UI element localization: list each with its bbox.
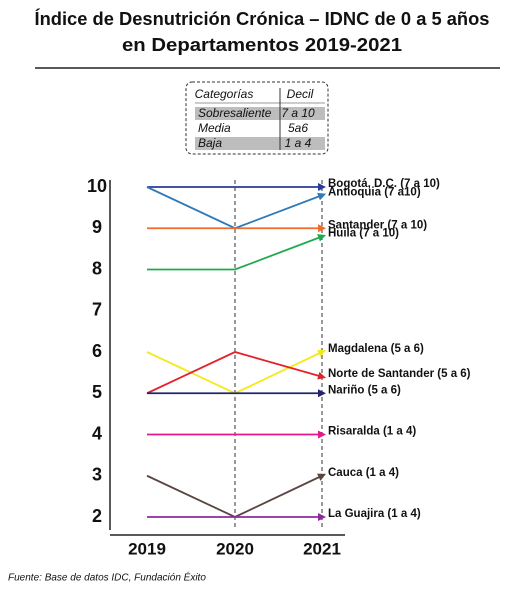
series-label: La Guajira (1 a 4)	[328, 508, 421, 520]
series-label: Nariño (5 a 6)	[328, 384, 401, 396]
arrowhead	[317, 371, 326, 380]
arrowhead	[318, 183, 326, 191]
y-tick-label: 4	[92, 423, 102, 443]
series-label: Risaralda (1 a 4)	[328, 426, 416, 438]
series-label: Magdalena (5 a 6)	[328, 343, 424, 355]
series-label: Santander (7 a 10)	[328, 219, 427, 231]
y-tick-label: 10	[87, 176, 107, 196]
x-tick-label: 2019	[128, 539, 166, 558]
arrowhead	[318, 513, 326, 521]
y-tick-label: 2	[92, 506, 102, 526]
series-label: Huila (7 a 10)	[328, 228, 399, 240]
arrowhead	[317, 473, 326, 481]
series-line	[146, 351, 323, 395]
table-cell: Baja	[198, 136, 222, 150]
arrowhead	[317, 234, 326, 242]
table-cell: Sobresaliente	[198, 106, 272, 120]
table-cell: 5a6	[288, 121, 308, 135]
table-header: Categorías	[195, 87, 254, 101]
row-shade	[195, 137, 325, 150]
y-tick-label: 9	[92, 217, 102, 237]
series-line	[147, 235, 323, 271]
arrowhead	[318, 389, 326, 398]
series-label: Antioquia (7 a10)	[328, 186, 421, 198]
chart-title: Índice de Desnutrición Crónica – IDNC de…	[35, 8, 490, 29]
y-tick-label: 8	[92, 258, 102, 278]
source: Fuente: Base de datos IDC, Fundación Éxi…	[8, 571, 206, 584]
legend-frame	[185, 81, 329, 155]
series-label: Cauca (1 a 4)	[328, 467, 399, 479]
y-tick-label: 5	[92, 382, 102, 402]
arrowhead	[318, 224, 326, 233]
table-cell: 7 a 10	[281, 106, 315, 120]
row-shade	[195, 107, 325, 120]
y-tick-label: 3	[92, 465, 102, 485]
y-tick-label: 6	[92, 341, 102, 361]
table-header: Decil	[287, 87, 314, 101]
arrowhead	[317, 349, 326, 358]
legend-table	[185, 81, 329, 155]
x-tick-label: 2020	[216, 539, 254, 558]
series-label: Norte de Santander (5 a 6)	[328, 368, 471, 380]
y-tick-label: 7	[92, 300, 102, 320]
arrowhead	[317, 192, 326, 201]
arrowhead	[318, 430, 326, 439]
x-tick-label: 2021	[303, 539, 341, 558]
table-cell: Media	[198, 121, 231, 135]
table-cell: 1 a 4	[285, 136, 312, 150]
series-label: Bogotá, D.C. (7 a 10)	[328, 178, 440, 190]
chart-title: en Departamentos 2019-2021	[122, 35, 402, 55]
